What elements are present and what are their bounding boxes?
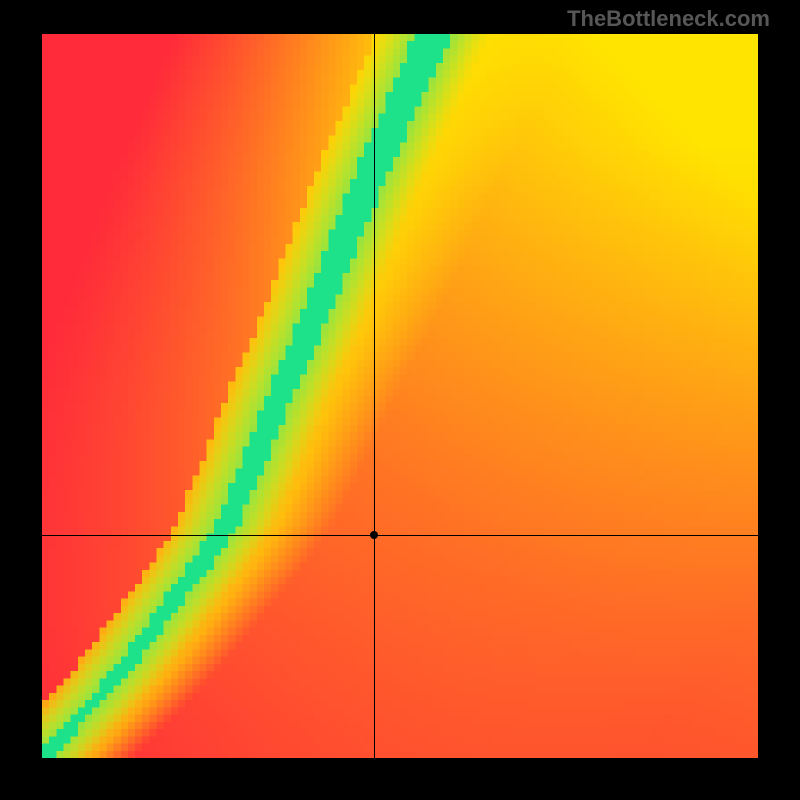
- crosshair-vertical: [374, 34, 375, 758]
- crosshair-dot: [370, 531, 378, 539]
- crosshair-horizontal: [42, 535, 758, 536]
- bottleneck-heatmap: [42, 34, 758, 758]
- chart-container: { "attribution": { "text": "TheBottlenec…: [0, 0, 800, 800]
- attribution-label: TheBottleneck.com: [567, 6, 770, 32]
